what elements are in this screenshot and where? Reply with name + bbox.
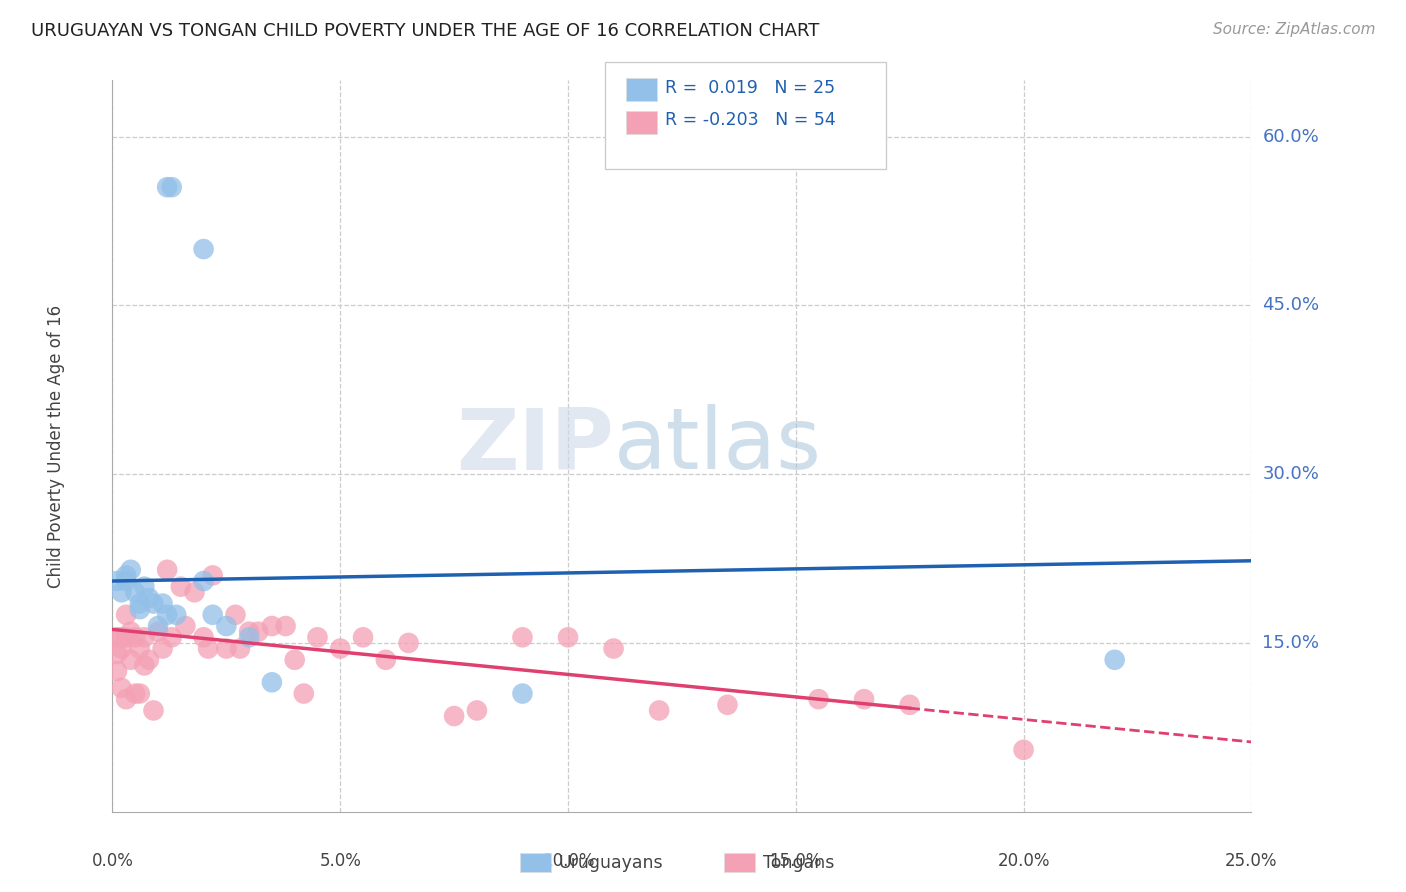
Text: URUGUAYAN VS TONGAN CHILD POVERTY UNDER THE AGE OF 16 CORRELATION CHART: URUGUAYAN VS TONGAN CHILD POVERTY UNDER … bbox=[31, 22, 820, 40]
Point bbox=[238, 624, 260, 639]
Point bbox=[134, 580, 156, 594]
Point bbox=[260, 675, 283, 690]
Point bbox=[557, 630, 579, 644]
Point bbox=[1012, 743, 1035, 757]
Point bbox=[215, 641, 238, 656]
Point bbox=[292, 687, 315, 701]
Text: R =  0.019   N = 25: R = 0.019 N = 25 bbox=[665, 79, 835, 97]
Point bbox=[465, 703, 488, 717]
Text: Uruguayans: Uruguayans bbox=[558, 854, 662, 871]
Point bbox=[115, 574, 138, 588]
Point bbox=[120, 563, 142, 577]
Point bbox=[374, 653, 396, 667]
Point bbox=[110, 641, 132, 656]
Point bbox=[284, 653, 307, 667]
Point bbox=[142, 597, 165, 611]
Point bbox=[807, 692, 830, 706]
Point bbox=[193, 630, 215, 644]
Point bbox=[128, 687, 150, 701]
Point bbox=[174, 619, 197, 633]
Point bbox=[215, 619, 238, 633]
Point bbox=[1104, 653, 1126, 667]
Point bbox=[156, 607, 179, 622]
Point bbox=[247, 624, 270, 639]
Point bbox=[124, 630, 146, 644]
Point bbox=[512, 687, 534, 701]
Text: 45.0%: 45.0% bbox=[1263, 296, 1320, 314]
Point bbox=[201, 607, 224, 622]
Point bbox=[128, 597, 150, 611]
Point bbox=[224, 607, 246, 622]
Point bbox=[329, 641, 352, 656]
Text: 5.0%: 5.0% bbox=[319, 852, 361, 870]
Point bbox=[602, 641, 624, 656]
Text: 30.0%: 30.0% bbox=[1263, 465, 1319, 483]
Point bbox=[853, 692, 876, 706]
Point bbox=[398, 636, 420, 650]
Text: 0.0%: 0.0% bbox=[91, 852, 134, 870]
Point bbox=[146, 619, 169, 633]
Point bbox=[156, 563, 179, 577]
Point bbox=[115, 568, 138, 582]
Point bbox=[170, 580, 193, 594]
Point bbox=[716, 698, 738, 712]
Point bbox=[512, 630, 534, 644]
Point bbox=[146, 624, 169, 639]
Text: 20.0%: 20.0% bbox=[997, 852, 1050, 870]
Point bbox=[238, 630, 260, 644]
Point bbox=[115, 607, 138, 622]
Point bbox=[105, 574, 128, 588]
Point bbox=[229, 641, 252, 656]
Point bbox=[274, 619, 297, 633]
Point bbox=[120, 624, 142, 639]
Point bbox=[105, 647, 128, 661]
Point bbox=[120, 653, 142, 667]
Point bbox=[124, 585, 146, 599]
Point bbox=[105, 630, 128, 644]
Point bbox=[443, 709, 465, 723]
Text: Child Poverty Under the Age of 16: Child Poverty Under the Age of 16 bbox=[46, 304, 65, 588]
Point bbox=[128, 641, 150, 656]
Point bbox=[152, 641, 174, 656]
Point bbox=[260, 619, 283, 633]
Text: 15.0%: 15.0% bbox=[1263, 634, 1319, 652]
Point bbox=[138, 591, 160, 605]
Point bbox=[193, 242, 215, 256]
Point bbox=[156, 180, 179, 194]
Point bbox=[160, 180, 183, 194]
Text: Source: ZipAtlas.com: Source: ZipAtlas.com bbox=[1212, 22, 1375, 37]
Point bbox=[124, 687, 146, 701]
Point bbox=[197, 641, 219, 656]
Text: 60.0%: 60.0% bbox=[1263, 128, 1319, 145]
Point bbox=[110, 585, 132, 599]
Point bbox=[110, 681, 132, 695]
Point bbox=[128, 602, 150, 616]
Point bbox=[115, 630, 138, 644]
Point bbox=[201, 568, 224, 582]
Text: Tongans: Tongans bbox=[763, 854, 835, 871]
Point bbox=[183, 585, 205, 599]
Point bbox=[160, 630, 183, 644]
Point bbox=[152, 597, 174, 611]
Point bbox=[105, 664, 128, 678]
Point bbox=[115, 692, 138, 706]
Text: R = -0.203   N = 54: R = -0.203 N = 54 bbox=[665, 112, 835, 129]
Point bbox=[352, 630, 374, 644]
Point bbox=[138, 653, 160, 667]
Point bbox=[898, 698, 921, 712]
Text: 15.0%: 15.0% bbox=[769, 852, 823, 870]
Point bbox=[134, 658, 156, 673]
Point bbox=[110, 630, 132, 644]
Text: atlas: atlas bbox=[613, 404, 821, 488]
Point bbox=[142, 703, 165, 717]
Point bbox=[134, 630, 156, 644]
Point bbox=[307, 630, 329, 644]
Text: 10.0%: 10.0% bbox=[541, 852, 595, 870]
Point bbox=[648, 703, 671, 717]
Text: ZIP: ZIP bbox=[456, 404, 613, 488]
Text: 25.0%: 25.0% bbox=[1225, 852, 1278, 870]
Point bbox=[193, 574, 215, 588]
Point bbox=[165, 607, 187, 622]
